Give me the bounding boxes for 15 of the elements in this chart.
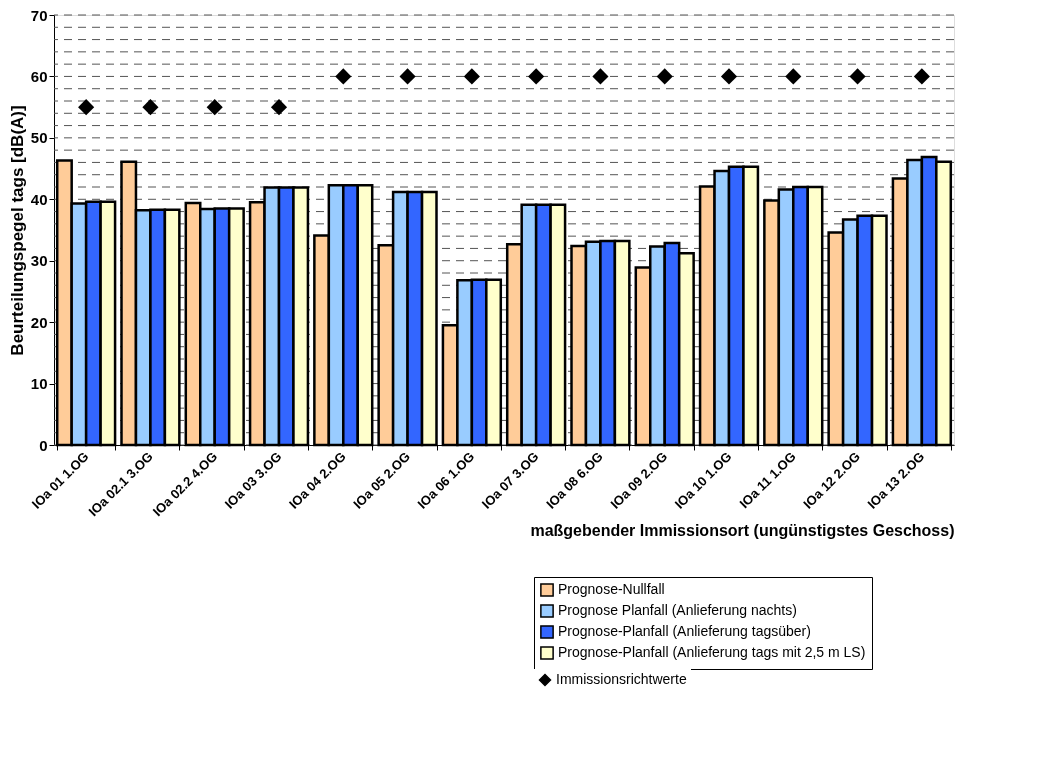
legend-label: Immissionsrichtwerte (556, 671, 687, 687)
legend-label: Prognose Planfall (Anlieferung nachts) (558, 602, 797, 618)
y-tick-label: 70 (30, 6, 48, 24)
legend-label: Prognose-Planfall (Anlieferung tagsüber) (558, 623, 811, 639)
y-tick-label: 60 (30, 67, 48, 85)
y-tick-label: 40 (30, 190, 48, 208)
y-axis-title: Beurteilungspegel tags [dB(A)] (7, 105, 27, 356)
legend-label: Prognose-Planfall (Anlieferung tags mit 2,5 m LS) (558, 644, 866, 660)
x-axis-title: maßgebender Immissionsort (ungünstigstes Geschoss) (530, 522, 955, 540)
y-tick-label: 20 (30, 313, 48, 331)
legend-label: Prognose-Nullfall (558, 581, 665, 597)
y-tick-label: 0 (39, 436, 48, 454)
y-tick-label: 30 (30, 252, 48, 270)
y-tick-label: 50 (30, 129, 48, 147)
y-tick-label: 10 (30, 375, 48, 393)
